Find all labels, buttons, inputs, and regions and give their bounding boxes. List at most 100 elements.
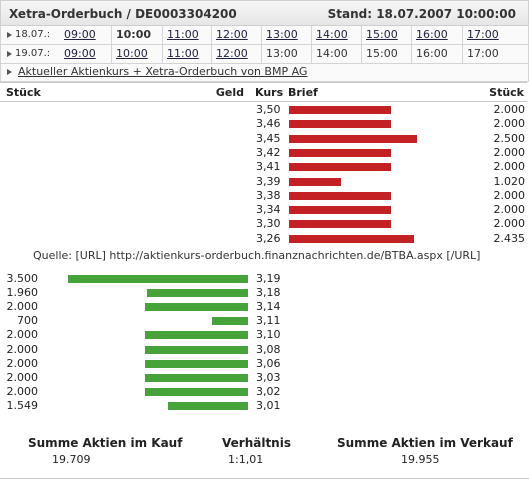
bid-kurs: 3,01 [256, 398, 281, 412]
time-link-0-0[interactable]: 09:00 [64, 28, 96, 41]
ask-kurs: 3,41 [256, 160, 281, 174]
current-price-link[interactable]: Aktueller Aktienkurs + Xetra-Orderbuch v… [18, 65, 308, 78]
time-separator [162, 45, 163, 63]
ask-volume-bar [289, 220, 391, 229]
bid-stueck: 2.000 [6, 328, 39, 342]
sum-verkauf-label: Summe Aktien im Verkauf [337, 436, 513, 450]
ask-kurs: 3,42 [256, 145, 281, 159]
time-link-1-2[interactable]: 11:00 [167, 47, 199, 60]
bid-stueck: 2.000 [6, 384, 39, 398]
ask-volume-bar [289, 206, 391, 215]
time-link-0-5[interactable]: 14:00 [316, 28, 348, 41]
time-separator [111, 45, 112, 63]
time-separator [411, 45, 412, 63]
ask-stueck: 2.000 [493, 203, 526, 217]
ask-volume-bar [289, 106, 391, 114]
ask-stueck: 2.435 [493, 231, 526, 245]
ask-volume-bar [289, 134, 417, 143]
ask-kurs: 3,34 [256, 203, 281, 217]
bid-volume-bar [68, 275, 248, 283]
ask-stueck: 2.000 [493, 188, 526, 202]
time-link-0-3[interactable]: 12:00 [216, 28, 248, 41]
bid-volume-bar [145, 373, 248, 382]
col-geld: Geld [215, 86, 244, 99]
time-link-0-7[interactable]: 16:00 [416, 28, 448, 41]
bid-volume-bar [145, 331, 248, 340]
time-separator [361, 45, 362, 63]
bid-stueck: 1.549 [6, 398, 39, 412]
ask-kurs: 3,39 [256, 174, 281, 188]
time-link-1-5: 14:00 [316, 47, 348, 60]
bid-kurs: 3,18 [256, 286, 281, 300]
sum-verkauf-value: 19.955 [401, 453, 440, 466]
ask-volume-bar [289, 163, 391, 172]
time-link-0-1: 10:00 [116, 28, 152, 41]
info-link-row: Aktueller Aktienkurs + Xetra-Orderbuch v… [0, 64, 529, 82]
time-link-1-3[interactable]: 12:00 [216, 47, 248, 60]
bid-kurs: 3,03 [256, 370, 281, 384]
time-separator [311, 26, 312, 44]
time-link-1-6: 15:00 [366, 47, 398, 60]
col-stueck-right: Stück [489, 86, 524, 99]
bid-stueck: 1.960 [6, 286, 39, 300]
bid-kurs: 3,02 [256, 384, 281, 398]
bid-kurs: 3,06 [256, 356, 281, 370]
bid-kurs: 3,10 [256, 328, 281, 342]
ask-kurs: 3,45 [256, 131, 281, 145]
ask-volume-bar [289, 177, 341, 186]
ask-volume-bar [289, 234, 414, 243]
time-separator [462, 26, 463, 44]
time-separator [311, 45, 312, 63]
ask-kurs: 3,30 [256, 217, 281, 231]
ask-kurs: 3,38 [256, 188, 281, 202]
sum-kauf-label: Summe Aktien im Kauf [28, 436, 183, 450]
bid-stueck: 2.000 [6, 356, 39, 370]
timestamp-label: Stand: 18.07.2007 10:00:00 [327, 7, 516, 21]
time-link-0-6[interactable]: 15:00 [366, 28, 398, 41]
time-separator [261, 45, 262, 63]
bottom-divider [0, 478, 529, 479]
date-label: 18.07.: [15, 29, 51, 40]
ask-stueck: 2.000 [493, 103, 526, 116]
bid-kurs: 3,19 [256, 272, 281, 285]
page-title: Xetra-Orderbuch / DE0003304200 [9, 7, 237, 21]
col-brief: Brief [288, 86, 318, 99]
time-separator [162, 26, 163, 44]
ask-stueck: 1.020 [493, 174, 526, 188]
ask-kurs: 3,46 [256, 117, 281, 131]
bid-stueck: 3.500 [6, 272, 39, 285]
ask-stueck: 2.000 [493, 160, 526, 174]
ask-stueck: 2.000 [493, 145, 526, 159]
ask-kurs: 3,26 [256, 231, 281, 245]
time-link-1-1[interactable]: 10:00 [116, 47, 148, 60]
time-link-0-2[interactable]: 11:00 [167, 28, 199, 41]
bid-volume-bar [147, 289, 248, 298]
time-separator [462, 45, 463, 63]
time-row-1907: 19.07.: 09:00 10:00 11:00 12:00 13:00 14:00 15… [0, 45, 529, 64]
time-separator [211, 26, 212, 44]
bid-stueck: 2.000 [6, 342, 39, 356]
ask-volume-bar [289, 120, 391, 129]
bid-kurs: 3,08 [256, 342, 281, 356]
sum-kauf-value: 19.709 [52, 453, 91, 466]
time-link-1-8: 17:00 [467, 47, 499, 60]
bid-volume-bar [212, 317, 248, 326]
column-header: Stück Geld Kurs Brief Stück [0, 82, 527, 102]
time-link-0-4[interactable]: 13:00 [266, 28, 298, 41]
ask-stueck: 2.000 [493, 117, 526, 131]
ask-volume-bar [289, 148, 391, 157]
col-stueck-left: Stück [6, 86, 41, 99]
ratio-value: 1:1,01 [228, 453, 264, 466]
time-link-1-7: 16:00 [416, 47, 448, 60]
bid-stueck: 2.000 [6, 300, 39, 314]
col-kurs: Kurs [255, 86, 284, 99]
time-separator [411, 26, 412, 44]
time-link-1-0[interactable]: 09:00 [64, 47, 96, 60]
ask-kurs: 3,50 [256, 103, 281, 116]
date-label: 19.07.: [15, 48, 51, 59]
bid-stueck: 2.000 [6, 370, 39, 384]
time-separator [261, 26, 262, 44]
time-link-0-8[interactable]: 17:00 [467, 28, 499, 41]
bid-stueck: 700 [17, 314, 38, 328]
bid-kurs: 3,11 [256, 314, 281, 328]
